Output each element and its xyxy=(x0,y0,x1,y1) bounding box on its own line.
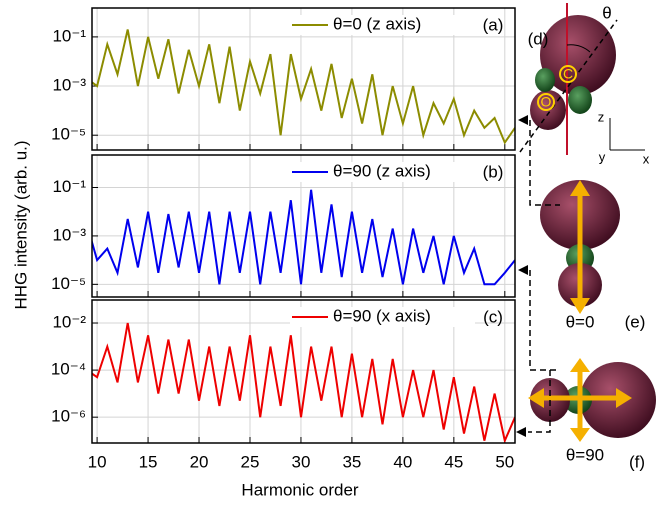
plot-frame xyxy=(91,299,516,444)
y-tick-label: 10⁻⁴ xyxy=(51,360,86,379)
y-tick-label: 10⁻⁵ xyxy=(51,125,86,144)
panel-label: (b) xyxy=(483,162,504,181)
panel-label: (d) xyxy=(528,29,549,48)
molecule-e xyxy=(540,180,620,314)
x-tick-label: 20 xyxy=(190,452,209,471)
data-line xyxy=(92,322,515,443)
angle-label: θ=90 xyxy=(566,445,604,464)
plot-frame xyxy=(91,7,516,151)
panel-label: (f) xyxy=(629,452,645,471)
x-axis-label: Harmonic order xyxy=(241,480,358,499)
y-tick-label: 10⁻¹ xyxy=(52,26,86,45)
connector-head xyxy=(516,115,528,437)
x-tick-label: 50 xyxy=(495,452,514,471)
legend-label: θ=90 (x axis) xyxy=(333,306,431,325)
legend-bg xyxy=(290,15,475,35)
connector xyxy=(528,120,560,433)
atom-label: C xyxy=(563,66,573,82)
atom-label: O xyxy=(541,94,552,110)
y-tick-label: 10⁻¹ xyxy=(52,177,86,196)
angle-symbol: θ xyxy=(602,3,611,22)
data-line xyxy=(92,189,515,286)
x-tick-label: 35 xyxy=(342,452,361,471)
x-tick-label: 15 xyxy=(139,452,158,471)
panel-label: (a) xyxy=(483,15,504,34)
x-tick-label: 40 xyxy=(393,452,412,471)
plot-frame xyxy=(91,154,516,298)
panel-label: (e) xyxy=(625,312,646,331)
x-tick-label: 30 xyxy=(291,452,310,471)
legend-bg xyxy=(290,307,475,327)
data-line xyxy=(92,29,515,145)
molecule-d xyxy=(519,3,645,155)
panel-label: (c) xyxy=(483,307,503,326)
y-tick-label: 10⁻³ xyxy=(52,76,86,95)
y-axis-label: HHG intensity (arb. u.) xyxy=(11,140,30,309)
molecule-f xyxy=(528,358,656,442)
x-tick-label: 45 xyxy=(444,452,463,471)
y-tick-label: 10⁻³ xyxy=(52,225,86,244)
x-tick-label: 10 xyxy=(88,452,107,471)
axis-name: x xyxy=(643,151,650,166)
y-tick-label: 10⁻⁶ xyxy=(51,407,86,426)
x-tick-label: 25 xyxy=(241,452,260,471)
y-tick-label: 10⁻² xyxy=(52,313,86,332)
angle-label: θ=0 xyxy=(566,312,595,331)
axis-name: z xyxy=(598,109,605,124)
axis-name: y xyxy=(599,149,606,164)
legend-bg xyxy=(290,162,475,182)
legend-label: θ=90 (z axis) xyxy=(333,161,431,180)
legend-label: θ=0 (z axis) xyxy=(333,14,421,33)
y-tick-label: 10⁻⁵ xyxy=(51,274,86,293)
